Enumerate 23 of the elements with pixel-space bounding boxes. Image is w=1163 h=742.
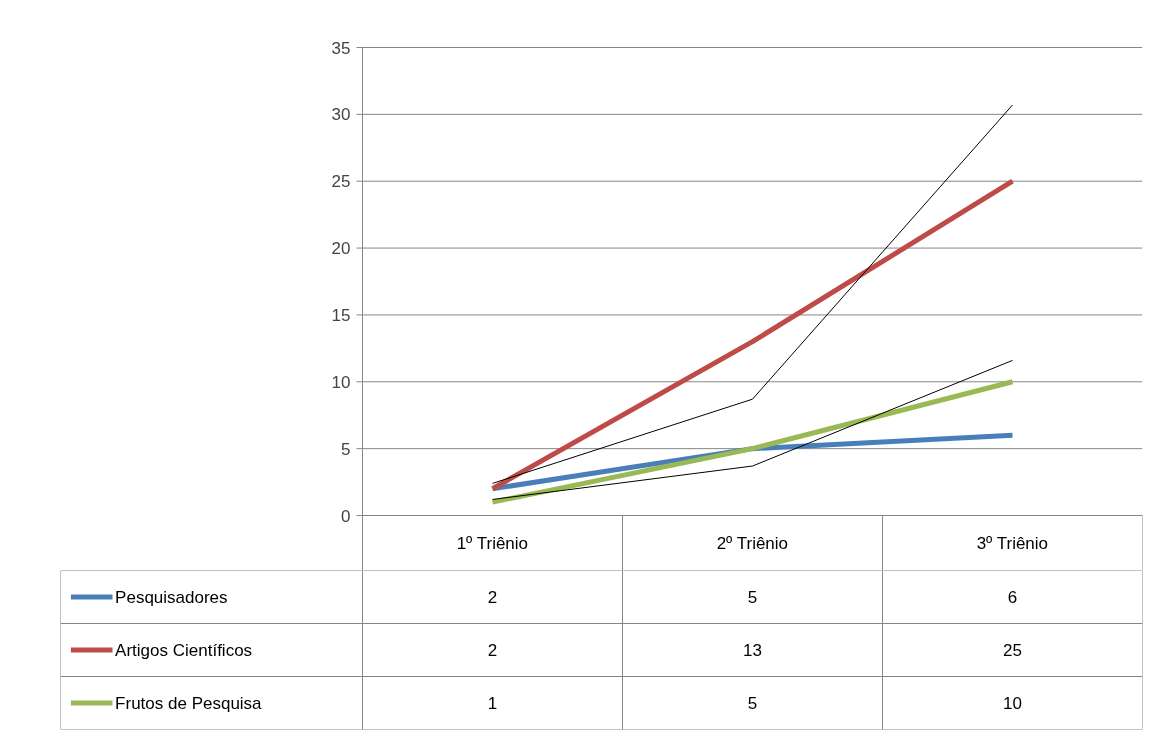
y-tick-label: 30 [331, 105, 351, 125]
data-label: 6 [1007, 588, 1018, 607]
y-tick-label: 25 [331, 172, 351, 192]
data-label: 13 [743, 641, 762, 660]
x-tick-label: 2º Triênio [716, 533, 789, 553]
data-label: 5 [747, 588, 758, 607]
data-label: 1 [487, 694, 498, 713]
y-tick-label: 0 [341, 506, 351, 526]
y-tick-label: 5 [341, 439, 351, 459]
data-label: 5 [747, 694, 758, 713]
x-tick-label: 3º Triênio [976, 533, 1049, 553]
y-tick-label: 20 [331, 239, 351, 259]
y-tick-label: 15 [331, 305, 351, 325]
y-tick-label: 35 [331, 38, 351, 58]
data-label: 2 [487, 641, 498, 660]
legend-label: Frutos de Pesquisa [115, 693, 263, 713]
x-tick-label: 1º Triênio [456, 533, 529, 553]
data-label: 2 [487, 588, 498, 607]
legend-label: Artigos Científicos [115, 640, 253, 660]
data-label: 10 [1003, 694, 1022, 713]
y-tick-label: 10 [331, 372, 351, 392]
legend-label: Pesquisadores [115, 587, 228, 607]
data-label: 25 [1003, 641, 1022, 660]
